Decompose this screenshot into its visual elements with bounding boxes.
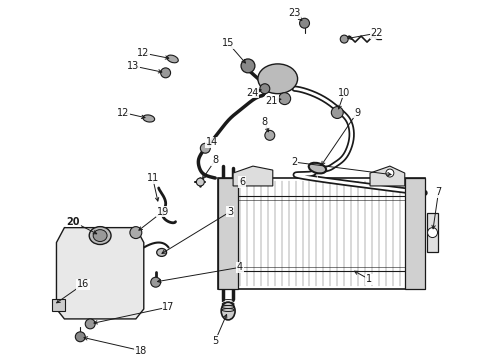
Ellipse shape bbox=[309, 163, 326, 174]
Bar bbox=[427, 213, 439, 252]
Text: 13: 13 bbox=[127, 61, 139, 71]
Circle shape bbox=[130, 227, 142, 239]
Text: 17: 17 bbox=[162, 302, 175, 312]
Text: 15: 15 bbox=[222, 38, 234, 48]
Ellipse shape bbox=[167, 55, 178, 63]
Text: 23: 23 bbox=[289, 8, 301, 18]
Polygon shape bbox=[233, 166, 273, 186]
Polygon shape bbox=[56, 228, 144, 319]
Circle shape bbox=[161, 68, 171, 78]
Bar bbox=[218, 178, 238, 289]
Circle shape bbox=[331, 107, 343, 118]
Bar bbox=[218, 178, 425, 289]
Text: 16: 16 bbox=[77, 279, 89, 289]
Ellipse shape bbox=[221, 302, 235, 320]
Text: 24: 24 bbox=[246, 88, 258, 98]
Circle shape bbox=[386, 169, 394, 177]
Text: 7: 7 bbox=[436, 187, 441, 197]
Bar bbox=[405, 178, 425, 289]
Text: 10: 10 bbox=[338, 88, 350, 98]
Text: 1: 1 bbox=[366, 274, 372, 284]
Circle shape bbox=[428, 228, 438, 238]
Text: 20: 20 bbox=[67, 217, 80, 227]
Text: 18: 18 bbox=[135, 346, 147, 356]
Circle shape bbox=[75, 332, 85, 342]
Text: 9: 9 bbox=[354, 108, 360, 117]
Text: 5: 5 bbox=[212, 336, 219, 346]
Ellipse shape bbox=[143, 115, 155, 122]
Ellipse shape bbox=[93, 230, 107, 242]
Ellipse shape bbox=[89, 227, 111, 244]
Text: 2: 2 bbox=[292, 157, 298, 167]
Text: 8: 8 bbox=[212, 155, 218, 165]
Circle shape bbox=[260, 84, 270, 94]
Text: 21: 21 bbox=[266, 96, 278, 105]
Circle shape bbox=[151, 277, 161, 287]
Text: 6: 6 bbox=[239, 177, 245, 187]
Text: 14: 14 bbox=[206, 137, 219, 147]
Text: 4: 4 bbox=[237, 262, 243, 272]
Circle shape bbox=[85, 319, 95, 329]
Circle shape bbox=[200, 143, 210, 153]
Circle shape bbox=[265, 130, 275, 140]
Text: 8: 8 bbox=[262, 117, 268, 127]
Text: 11: 11 bbox=[147, 173, 159, 183]
Text: 12: 12 bbox=[117, 108, 129, 117]
Circle shape bbox=[196, 178, 204, 186]
Circle shape bbox=[299, 18, 310, 28]
Text: 22: 22 bbox=[371, 28, 383, 38]
Text: 19: 19 bbox=[156, 207, 169, 217]
Bar bbox=[51, 299, 65, 311]
Ellipse shape bbox=[258, 64, 297, 94]
Circle shape bbox=[340, 35, 348, 43]
Circle shape bbox=[241, 59, 255, 73]
Text: 3: 3 bbox=[227, 207, 233, 217]
Circle shape bbox=[279, 93, 291, 105]
Text: 12: 12 bbox=[137, 48, 149, 58]
Polygon shape bbox=[370, 166, 405, 186]
Ellipse shape bbox=[157, 248, 167, 256]
